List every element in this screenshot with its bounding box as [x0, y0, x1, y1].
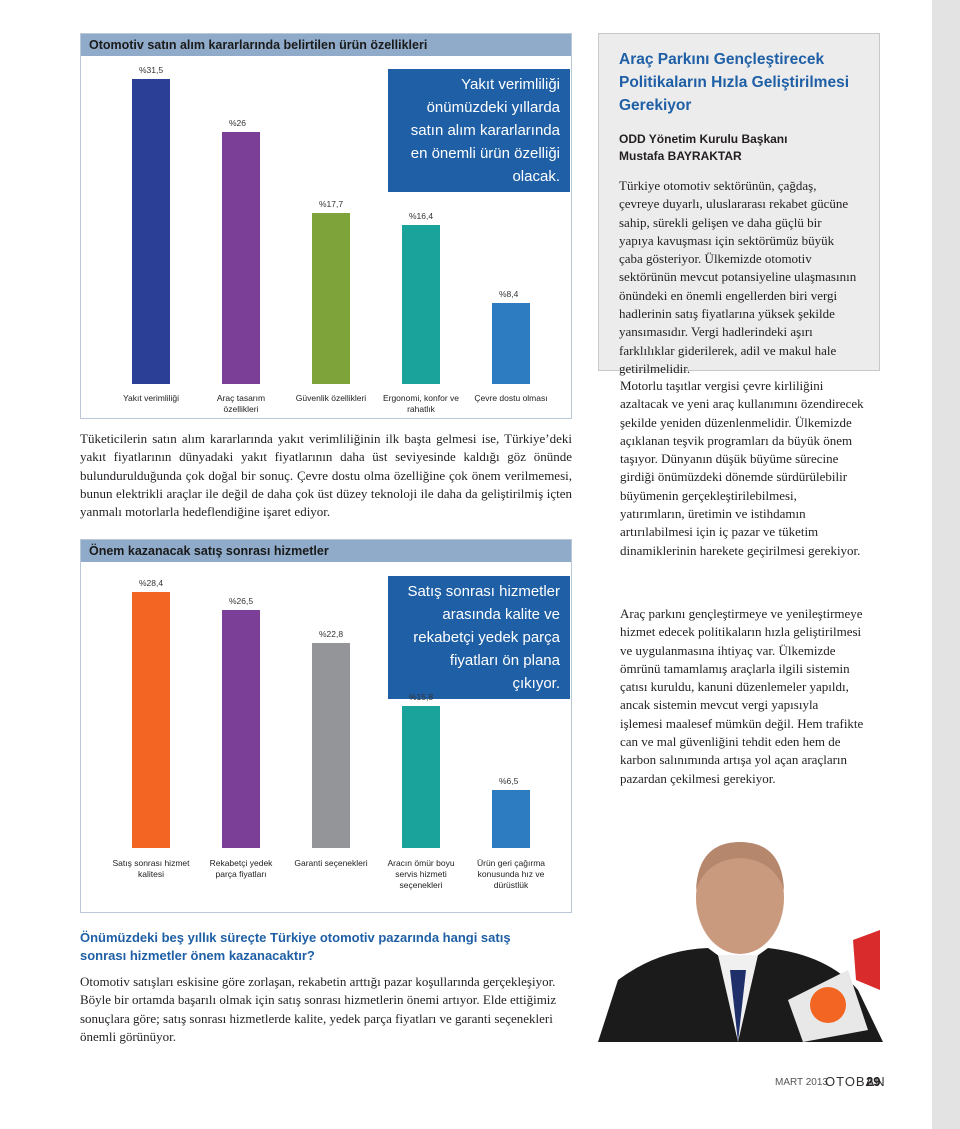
question: Önümüzdeki beş yıllık süreçte Türkiye ot… [80, 930, 511, 963]
footer-month: MART 2013 [775, 1077, 828, 1088]
chart-title: Önem kazanacak satış sonrası hizmetler [81, 540, 571, 562]
footer-magazine: OTOBAN [825, 1074, 886, 1089]
chart-title: Otomotiv satın alım kararlarında belirti… [81, 34, 571, 56]
bar [492, 302, 530, 384]
sidebar-paragraph: Motorlu taşıtlar vergisi çevre kirliliği… [620, 378, 864, 558]
edge-strip [932, 0, 960, 1129]
author-name: Mustafa BAYRAKTAR [619, 149, 742, 163]
sidebar-box: Araç Parkını Gençleştirecek Politikaları… [598, 33, 880, 376]
value-label: %26 [229, 118, 247, 129]
answer: Otomotiv satışları eskisine göre zorlaşa… [80, 974, 557, 1044]
category-label: Rekabetçi yedek parça fiyatları [209, 858, 273, 879]
category-label: Ürün geri çağırma konusunda hız ve dürüs… [476, 858, 546, 890]
sidebar-paragraph: Araç parkını gençleştirmeye ve yenileşti… [620, 606, 864, 786]
bar [402, 225, 440, 384]
bar [132, 592, 170, 848]
bar [492, 789, 530, 848]
category-label: Ergonomi, konfor ve rahatlık [382, 393, 460, 414]
value-label: %28,4 [139, 578, 164, 589]
value-label: %15,8 [409, 691, 434, 702]
bar [222, 609, 260, 848]
bar [402, 705, 440, 848]
value-label: %17,7 [319, 198, 344, 209]
chart-annotation: Satış sonrası hizmetler arasında kalite … [388, 576, 570, 699]
value-label: %6,5 [499, 775, 519, 786]
category-label: Yakıt verimliliği [122, 393, 180, 403]
category-label: Güvenlik özellikleri [295, 393, 367, 403]
category-label: Garanti seçenekleri [294, 858, 368, 868]
value-label: %26,5 [229, 595, 254, 606]
chart-annotation: Yakıt verimliliği önümüzdeki yıllarda sa… [388, 69, 570, 192]
chart-panel: Otomotiv satın alım kararlarında belirti… [80, 33, 572, 419]
author-role: ODD Yönetim Kurulu Başkanı [619, 132, 788, 146]
value-label: %16,4 [409, 211, 434, 222]
category-label: Aracın ömür boyu servis hizmeti seçenekl… [387, 858, 455, 890]
category-label: Araç tasarım özellikleri [216, 393, 266, 414]
value-label: %31,5 [139, 64, 164, 75]
value-label: %22,8 [319, 628, 344, 639]
page-number: 29 [866, 1074, 881, 1089]
bar [312, 642, 350, 848]
sidebar-paragraph: Türkiye otomotiv sektörünün, çağdaş, çev… [619, 178, 857, 376]
paragraph: Tüketicilerin satın alım kararlarında ya… [80, 431, 572, 520]
value-label: %8,4 [499, 288, 519, 299]
sidebar-title: Araç Parkını Gençleştirecek Politikaları… [619, 51, 850, 114]
chart-panel: Önem kazanacak satış sonrası hizmetler S… [80, 539, 572, 913]
category-label: Satış sonrası hizmet kalitesi [112, 858, 190, 879]
bar [312, 212, 350, 384]
category-label: Çevre dostu olması [474, 393, 548, 403]
bar [222, 132, 260, 384]
bar [132, 78, 170, 384]
portrait-photo [598, 842, 883, 1042]
